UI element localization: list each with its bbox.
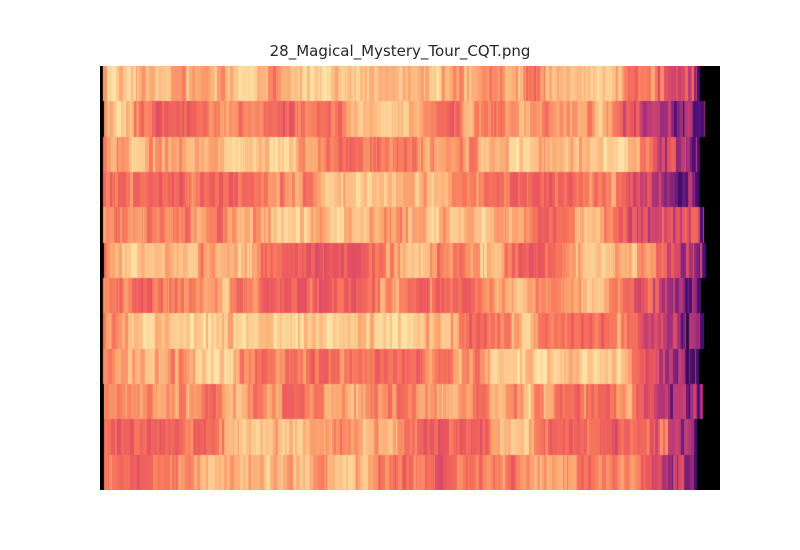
heatmap-plot bbox=[100, 66, 720, 490]
heatmap-canvas bbox=[100, 66, 720, 490]
chart-title: 28_Magical_Mystery_Tour_CQT.png bbox=[269, 42, 531, 60]
